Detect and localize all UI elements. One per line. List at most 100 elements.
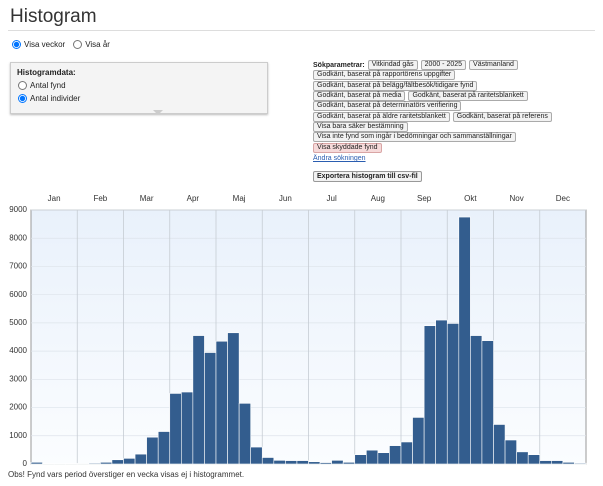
bar <box>446 323 460 465</box>
bar <box>273 460 286 465</box>
y-tick-label: 0 <box>23 459 28 468</box>
chart: Obs! Fynd vars period överstiger en veck… <box>8 194 587 479</box>
view-options: Visa veckor Visa år <box>12 40 118 49</box>
radio[interactable] <box>12 40 21 49</box>
option-label: Antal fynd <box>30 81 66 90</box>
y-tick-label: 8000 <box>9 233 27 242</box>
box-title: Histogramdata: <box>17 68 76 77</box>
histogram-data-box: Histogramdata: Antal fynd Antal individe… <box>10 62 268 114</box>
y-tick-label: 5000 <box>9 318 27 327</box>
y-tick-label: 4000 <box>9 346 27 355</box>
param-row: Visa inte fynd som ingår i bedömningar o… <box>313 132 601 143</box>
bar <box>458 216 471 465</box>
bar <box>366 449 379 465</box>
bar <box>342 462 356 465</box>
month-label: Nov <box>510 194 524 203</box>
param-button[interactable]: Godkänt, baserat på rapportörens uppgift… <box>313 70 456 81</box>
bar <box>412 417 425 465</box>
data-option[interactable]: Antal individer <box>18 94 80 103</box>
bar <box>261 457 275 465</box>
bar <box>423 325 436 465</box>
month-label: Feb <box>93 194 107 203</box>
change-link[interactable]: Ändra sökningen <box>313 155 366 162</box>
param-button[interactable]: Västmanland <box>469 60 518 71</box>
bar <box>192 335 205 465</box>
y-tick-label: 2000 <box>9 403 27 412</box>
bar <box>88 462 101 465</box>
bar <box>285 460 298 465</box>
bar <box>111 459 124 465</box>
y-tick-label: 6000 <box>9 290 27 299</box>
bar <box>204 352 217 465</box>
month-label: Mar <box>140 194 154 203</box>
month-label: Aug <box>371 194 385 203</box>
bar <box>493 424 506 465</box>
bar <box>516 451 529 465</box>
view-option[interactable]: Visa veckor <box>12 40 65 49</box>
month-label: Jul <box>327 194 337 203</box>
divider <box>8 30 595 31</box>
bar <box>215 340 228 465</box>
bar <box>574 462 587 465</box>
option-label: Antal individer <box>30 94 81 103</box>
param-button[interactable]: Visa bara säker bestämning <box>313 121 408 132</box>
y-tick-label: 3000 <box>9 374 27 383</box>
month-label: Sep <box>417 194 432 203</box>
y-tick-label: 1000 <box>9 431 27 440</box>
radio[interactable] <box>18 94 27 103</box>
param-button[interactable]: Godkänt, baserat på äldre raritetsblanke… <box>313 111 450 122</box>
bar <box>504 439 517 465</box>
bar <box>76 463 90 465</box>
footnote: Obs! Fynd vars period överstiger en veck… <box>8 470 244 479</box>
page-title: Histogram <box>10 6 97 27</box>
param-row: Visa skyddade fynd <box>313 142 601 153</box>
param-button[interactable]: Visa skyddade fynd <box>313 142 382 153</box>
param-button[interactable]: Godkänt, baserat på raritetsblankett <box>408 91 528 102</box>
param-row: Visa bara säker bestämning <box>313 121 601 132</box>
pointer <box>153 110 163 115</box>
bar <box>377 452 390 465</box>
bar <box>227 332 240 465</box>
radio[interactable] <box>18 81 27 90</box>
bar <box>435 319 448 465</box>
bar <box>250 446 263 465</box>
bar <box>562 462 575 465</box>
bar <box>123 458 136 465</box>
param-row: Godkänt, baserat på rapportörens uppgift… <box>313 70 601 81</box>
bar <box>238 403 251 465</box>
param-button[interactable]: Godkänt, baserat på determinatörs verifi… <box>313 101 462 112</box>
param-row: Godkänt, baserat på determinatörs verifi… <box>313 101 601 112</box>
param-button[interactable]: 2000 - 2025 <box>420 60 467 71</box>
param-row: Sökparametrar: Vitkindad gås 2000 - 2025 Vä… <box>313 60 601 71</box>
bar <box>308 461 321 465</box>
param-button[interactable]: Visa inte fynd som ingår i bedömningar o… <box>313 132 516 143</box>
bar <box>354 454 367 465</box>
bar <box>296 460 309 465</box>
param-button[interactable]: Godkänt, baserat på referens <box>452 111 552 122</box>
bar <box>470 335 483 465</box>
view-option[interactable]: Visa år <box>73 40 110 49</box>
bar <box>181 391 194 465</box>
param-button[interactable]: Vitkindad gås <box>367 60 418 71</box>
param-button[interactable]: Godkänt, baserat på belägg/fältbesök/tid… <box>313 80 478 91</box>
param-row: Godkänt, baserat på äldre raritetsblanke… <box>313 111 601 122</box>
param-row: Godkänt, baserat på media Godkänt, basera… <box>313 91 601 102</box>
param-button[interactable]: Godkänt, baserat på media <box>313 91 406 102</box>
data-option[interactable]: Antal fynd <box>18 81 66 90</box>
month-label: Jan <box>48 194 61 203</box>
bar <box>539 460 552 465</box>
month-label: Jun <box>279 194 292 203</box>
bar <box>30 462 43 465</box>
y-tick-label: 7000 <box>9 262 27 271</box>
bar <box>100 462 113 465</box>
bar <box>527 454 541 465</box>
bar <box>331 460 344 465</box>
export-button[interactable]: Exportera histogram till csv-fil <box>313 171 422 182</box>
month-label: Apr <box>187 194 200 203</box>
radio[interactable] <box>73 40 83 49</box>
bar <box>146 436 159 465</box>
month-label: Maj <box>233 194 246 203</box>
bar <box>400 441 413 465</box>
option-label: Visa år <box>85 40 110 49</box>
